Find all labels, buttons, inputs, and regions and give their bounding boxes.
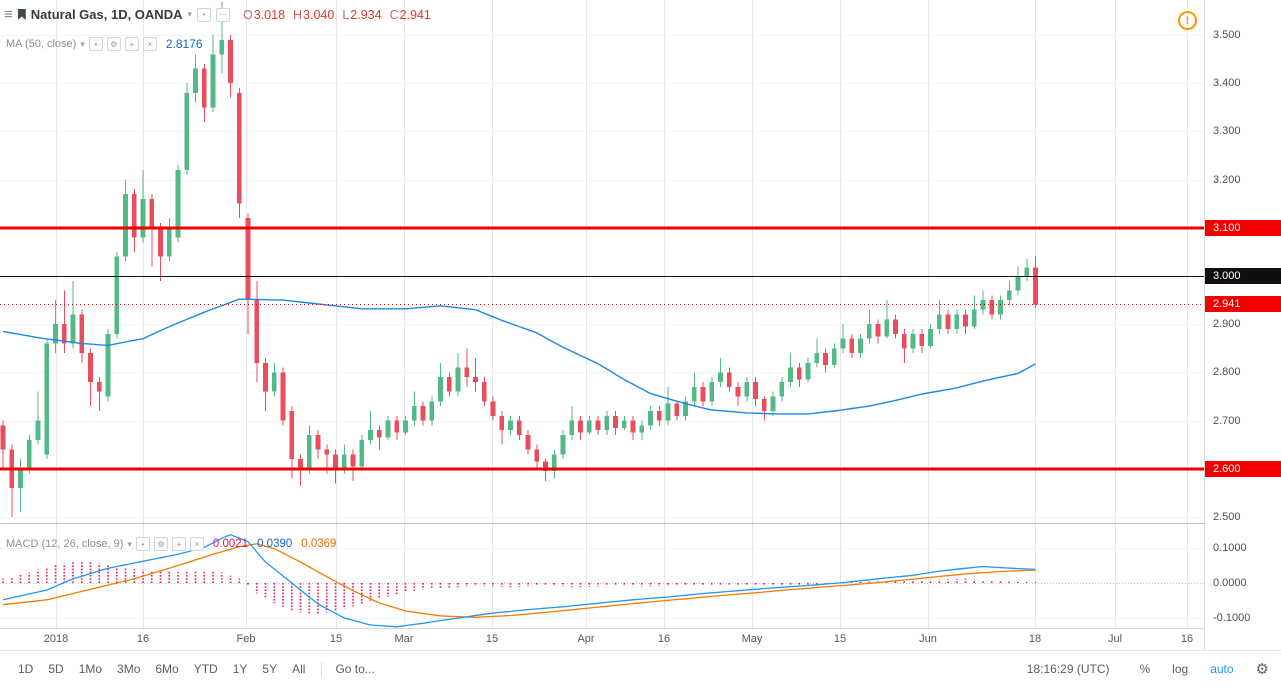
time-axis-label: 16	[136, 633, 150, 645]
clock-utc[interactable]: 18:16:29 (UTC)	[1026, 662, 1110, 676]
macd-indicator-label[interactable]: MACD (12, 26, close, 9)	[6, 538, 124, 550]
main-chart-canvas[interactable]	[0, 0, 1204, 628]
macd-line-value: 0.0390	[257, 538, 293, 550]
close-icon[interactable]: ×	[142, 37, 157, 51]
exclamation-glyph: !	[1185, 14, 1190, 27]
low-label: L	[342, 7, 350, 22]
price-axis-label: 3.200	[1213, 174, 1241, 186]
macd-signal-line	[2, 543, 1036, 618]
gear-icon[interactable]: ⚙	[106, 37, 121, 51]
close-label: C	[389, 7, 399, 22]
ma-indicator-legend: MA (50, close) ▾ • ⚙ + × 2.8176	[6, 37, 203, 51]
toolbar-divider	[321, 661, 323, 677]
price-axis-label: 0.1000	[1213, 542, 1247, 554]
log-scale-button[interactable]: log	[1168, 659, 1192, 679]
price-axis-label: 3.400	[1213, 77, 1241, 89]
chevron-down-icon[interactable]: ▾	[187, 9, 192, 19]
price-axis-label: -0.1000	[1213, 612, 1251, 624]
eye-icon[interactable]: •	[88, 37, 103, 51]
chevron-down-icon[interactable]: ▾	[80, 38, 85, 49]
time-axis-label: 18	[1028, 633, 1042, 645]
low-value: 2.934	[350, 7, 382, 22]
ma-indicator-label[interactable]: MA (50, close)	[6, 38, 77, 50]
bottom-toolbar: 1D 5D 1Mo 3Mo 6Mo YTD 1Y 5Y All Go to... 18:16:2…	[0, 650, 1281, 687]
price-axis-badge: 2.941	[1205, 296, 1281, 312]
time-axis-label: Jul	[1107, 633, 1123, 645]
time-axis[interactable]: 2018 16 Feb 15 Mar 15 Apr 16 May 15 Jun 18 Jul 16	[0, 628, 1204, 650]
close-value: 2.941	[399, 7, 431, 22]
macd-line	[2, 533, 1036, 628]
eye-icon[interactable]: •	[135, 537, 150, 551]
macd-histogram-layer	[2, 560, 1037, 615]
time-axis-label: 16	[1180, 633, 1194, 645]
time-axis-label: 2018	[43, 633, 69, 645]
time-axis-label: Feb	[236, 633, 256, 645]
time-axis-label: May	[741, 633, 763, 645]
open-label: O	[243, 7, 253, 22]
range-button-3mo[interactable]: 3Mo	[111, 658, 146, 680]
macd-signal-value: 0.0369	[301, 538, 337, 550]
series-menu-icon[interactable]: ⋯	[216, 7, 230, 22]
ma-value: 2.8176	[165, 37, 203, 51]
high-value: 3.040	[303, 7, 335, 22]
macd-values: 0.0021 0.0390 0.0369	[213, 538, 337, 550]
range-button-6mo[interactable]: 6Mo	[149, 658, 184, 680]
open-value: 3.018	[253, 7, 286, 22]
range-buttons: 1D 5D 1Mo 3Mo 6Mo YTD 1Y 5Y All	[12, 658, 314, 680]
time-axis-label: Apr	[577, 633, 595, 645]
goto-button[interactable]: Go to...	[329, 658, 380, 680]
percent-scale-button[interactable]: %	[1136, 659, 1155, 679]
range-button-5d[interactable]: 5D	[42, 658, 69, 680]
price-axis-badge: 2.600	[1205, 461, 1281, 477]
range-button-5y[interactable]: 5Y	[256, 658, 283, 680]
time-axis-label: Mar	[394, 633, 414, 645]
plus-icon[interactable]: +	[124, 37, 139, 51]
grid-layer	[0, 0, 1204, 628]
price-axis-label: 3.500	[1213, 29, 1241, 41]
chevron-down-icon[interactable]: ▾	[127, 538, 132, 549]
symbol-flag-icon	[17, 9, 26, 20]
plus-icon[interactable]: +	[171, 537, 186, 551]
price-axis-label: 2.800	[1213, 366, 1241, 378]
price-axis-label: 0.0000	[1213, 577, 1247, 589]
price-axis-label: 2.700	[1213, 415, 1241, 427]
macd-indicator-legend: MACD (12, 26, close, 9) ▾ • ⚙ + × 0.0021…	[6, 537, 336, 551]
close-icon[interactable]: ×	[189, 537, 204, 551]
time-axis-label: 15	[485, 633, 499, 645]
price-axis-label: 2.900	[1213, 318, 1241, 330]
candles-layer	[0, 1, 1038, 517]
time-axis-label: 15	[329, 633, 343, 645]
price-axis-badge: 3.000	[1205, 268, 1281, 284]
price-axis-badge: 3.100	[1205, 220, 1281, 236]
symbol-title[interactable]: Natural Gas, 1D, OANDA	[30, 7, 183, 22]
range-button-1d[interactable]: 1D	[12, 658, 39, 680]
time-axis-label: Jun	[919, 633, 937, 645]
level-lines-layer	[0, 226, 1204, 471]
price-axis[interactable]: 3.500 3.400 3.300 3.200 3.100 3.000 2.941 2.900…	[1204, 0, 1281, 650]
delayed-data-icon[interactable]: !	[1178, 11, 1197, 30]
auto-scale-button[interactable]: auto	[1206, 659, 1237, 679]
price-axis-label: 3.300	[1213, 125, 1241, 137]
range-button-1y[interactable]: 1Y	[227, 658, 254, 680]
settings-gear-icon[interactable]: ⚙	[1255, 660, 1269, 678]
series-eye-icon[interactable]: •	[197, 7, 211, 22]
gear-icon[interactable]: ⚙	[153, 537, 168, 551]
high-label: H	[293, 7, 303, 22]
time-axis-label: 15	[833, 633, 847, 645]
range-button-ytd[interactable]: YTD	[188, 658, 224, 680]
macd-hist-value: 0.0021	[212, 538, 249, 550]
ma50-line	[2, 298, 1036, 415]
ohlc-readout: O 3.018 H 3.040 L 2.934 C 2.941	[243, 8, 431, 22]
range-button-all[interactable]: All	[286, 658, 311, 680]
range-button-1mo[interactable]: 1Mo	[73, 658, 108, 680]
menu-icon[interactable]: ≡	[4, 5, 13, 23]
price-axis-label: 2.500	[1213, 511, 1241, 523]
time-axis-label: 16	[657, 633, 671, 645]
